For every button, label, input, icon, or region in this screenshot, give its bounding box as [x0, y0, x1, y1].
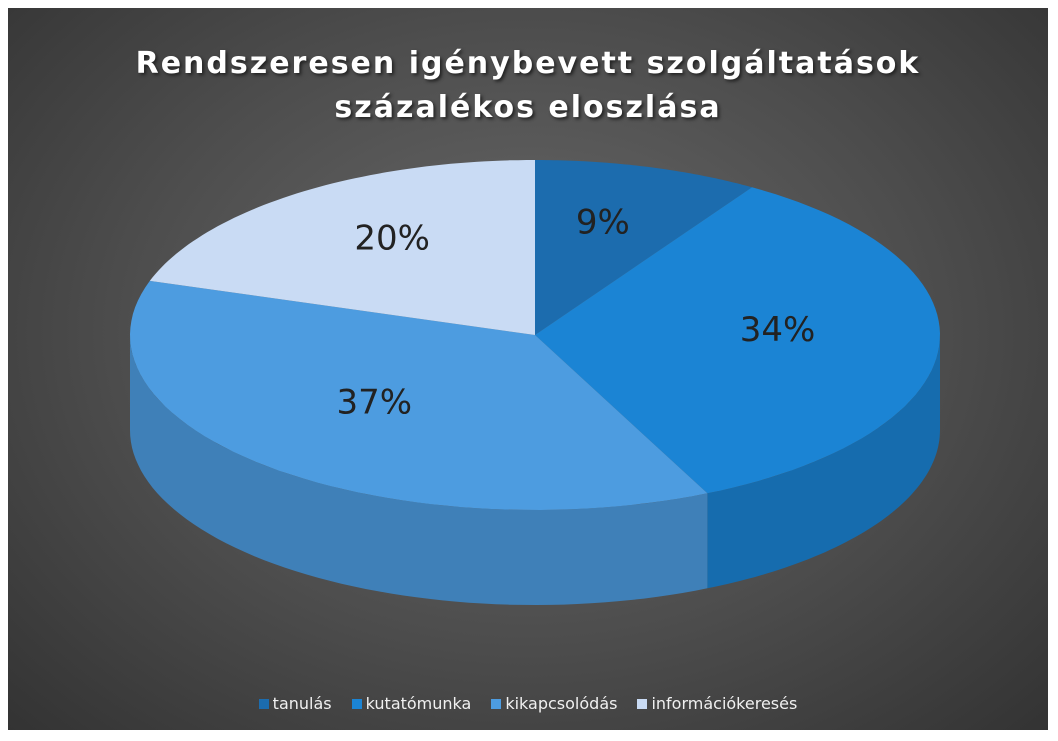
slice: [535, 187, 940, 494]
legend-item: kikapcsolódás: [491, 694, 617, 713]
legend-swatch: [258, 698, 269, 709]
slice: [535, 160, 752, 335]
legend: tanulás kutatómunka kikapcsolódás informáci…: [8, 694, 1048, 713]
legend-label: információkeresés: [651, 694, 798, 713]
chart-panel: 9% 34% 37% 20% Rendszeresen igénybevett szo…: [8, 8, 1048, 730]
slice-side: [130, 335, 708, 605]
data-label: 34%: [740, 310, 816, 350]
data-label: 9%: [576, 203, 630, 243]
legend-label: kikapcsolódás: [505, 694, 618, 713]
legend-item: tanulás: [258, 694, 332, 713]
slice: [130, 280, 708, 510]
slice-side: [707, 335, 940, 589]
legend-label: kutatómunka: [365, 694, 472, 713]
legend-swatch: [491, 698, 502, 709]
legend-swatch: [351, 698, 362, 709]
legend-swatch: [637, 698, 648, 709]
legend-item: kutatómunka: [351, 694, 472, 713]
slice: [149, 160, 536, 335]
data-label: 37%: [337, 382, 413, 422]
data-label: 20%: [354, 219, 430, 259]
legend-item: információkeresés: [637, 694, 797, 713]
chart-title: Rendszeresen igénybevett szolgáltatások …: [135, 46, 921, 125]
legend-label: tanulás: [272, 694, 332, 713]
pie: 9% 34% 37% 20%: [130, 160, 940, 605]
